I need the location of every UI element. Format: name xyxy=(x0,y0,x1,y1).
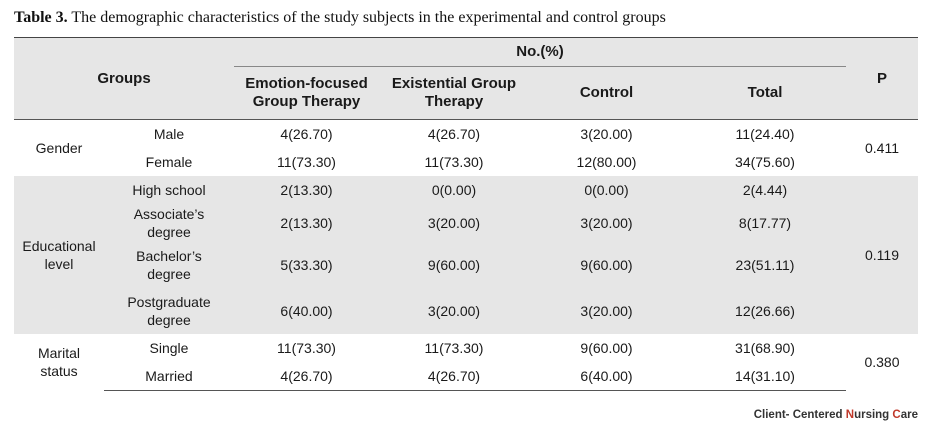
cell-total: 23(51.11) xyxy=(735,257,795,273)
cell-p-gender: 0.411 xyxy=(846,119,918,176)
header-emotion-focused: Emotion-focused Group Therapy xyxy=(234,67,379,120)
cell-efgt: 2(13.30) xyxy=(280,215,333,231)
demographics-table: Groups No.(%) P Emotion-focused Group The… xyxy=(14,37,918,391)
cell-egt: 3(20.00) xyxy=(427,215,481,231)
table-row: Associate’s degree 2(13.30) 3(20.00) 3(20… xyxy=(14,204,918,242)
sub-label: Single xyxy=(149,340,189,356)
footer-part4: C xyxy=(892,409,901,421)
sub-label: Male xyxy=(104,119,234,148)
footer-part5: are xyxy=(900,409,918,421)
table-row: Gender Male 4(26.70) 4(26.70) 3(20.00) 1… xyxy=(14,119,918,176)
cell-control: 3(20.00) xyxy=(529,119,684,148)
header-egt-line2: Therapy xyxy=(424,93,484,110)
header-existential: Existential Group Therapy xyxy=(379,67,529,120)
cell-total: 8(17.77) xyxy=(738,215,792,231)
sub-label: Associate’s degree xyxy=(104,204,234,242)
cell-total: 14(31.10) xyxy=(684,362,846,391)
footer-part2: N xyxy=(845,409,855,421)
group-gender: Gender Male 4(26.70) 4(26.70) 3(20.00) 1… xyxy=(14,119,918,176)
cell-total: 34(75.60) xyxy=(735,154,795,170)
header-efgt-line1: Emotion-focused xyxy=(245,75,368,92)
caption-label: Table 3. xyxy=(14,9,68,26)
education-label-line1: Educational xyxy=(22,238,96,254)
footer-part3: ursing xyxy=(854,409,893,421)
cell-control: 9(60.00) xyxy=(580,257,633,273)
cell-control: 0(0.00) xyxy=(584,182,629,198)
cell-p-education: 0.119 xyxy=(865,247,899,263)
table-row: Female 11(73.30) 11(73.30) 12(80.00) 34(… xyxy=(14,148,918,176)
table-row: Postgraduate degree 6(40.00) 3(20.00) 3(2… xyxy=(14,288,918,334)
group-education: Educational level High school 2(13.30) 0(… xyxy=(14,176,918,334)
table-row: Bachelor’s degree 5(33.30) 9(60.00) 9(60.… xyxy=(14,242,918,288)
caption-text: The demographic characteristics of the s… xyxy=(67,9,666,26)
cell-control: 12(80.00) xyxy=(576,154,637,170)
cell-egt: 3(20.00) xyxy=(427,303,481,319)
education-label-line2: level xyxy=(44,256,74,272)
table-row: Marital status Single 11(73.30) 11(73.30… xyxy=(14,334,918,379)
cell-total: 31(68.90) xyxy=(735,340,795,356)
cell-egt: 9(60.00) xyxy=(427,257,481,273)
cell-control: 3(20.00) xyxy=(580,215,633,231)
sub-label: Postgraduate degree xyxy=(104,288,234,334)
sub-label: Married xyxy=(104,362,234,391)
sub-label-line1: High school xyxy=(132,182,206,198)
header-control: Control xyxy=(579,84,634,101)
cell-efgt: 11(73.30) xyxy=(277,340,336,356)
group-label-education: Educational level xyxy=(14,176,104,334)
header-total: Total xyxy=(747,84,783,101)
cell-egt: 11(73.30) xyxy=(424,340,484,356)
sub-label: Bachelor’s degree xyxy=(104,242,234,288)
cell-total: 12(26.66) xyxy=(735,303,795,319)
table-row: Married 4(26.70) 4(26.70) 6(40.00) 14(31… xyxy=(14,362,918,391)
cell-control: 6(40.00) xyxy=(529,362,684,391)
header-no-pct: No.(%) xyxy=(234,37,846,67)
cell-control: 9(60.00) xyxy=(580,340,633,356)
header-efgt-line2: Group Therapy xyxy=(252,93,361,110)
cell-control: 3(20.00) xyxy=(580,303,633,319)
group-label-gender: Gender xyxy=(14,119,104,176)
footer-part1: Client- Centered xyxy=(753,409,846,421)
sub-label-line1: Bachelor’s xyxy=(136,248,202,264)
sub-label-line2: degree xyxy=(147,224,191,240)
header-groups: Groups xyxy=(97,69,151,87)
header-egt-line1: Existential Group xyxy=(391,75,517,92)
cell-efgt: 11(73.30) xyxy=(277,154,336,170)
cell-efgt: 2(13.30) xyxy=(280,182,333,198)
cell-efgt: 4(26.70) xyxy=(234,362,379,391)
sub-label-line2: degree xyxy=(147,312,191,328)
sub-label-line2: degree xyxy=(147,266,191,282)
cell-efgt: 6(40.00) xyxy=(280,303,333,319)
cell-total: 2(4.44) xyxy=(742,182,788,198)
sub-label-line1: Postgraduate xyxy=(127,294,211,310)
table-caption: Table 3. The demographic characteristics… xyxy=(14,9,914,27)
header-p: P xyxy=(876,69,887,87)
cell-p-marital: 0.380 xyxy=(864,354,900,371)
group-label-marital: Marital status xyxy=(37,345,80,380)
sub-label: High school xyxy=(104,176,234,204)
cell-egt: 4(26.70) xyxy=(379,362,529,391)
cell-egt: 11(73.30) xyxy=(424,154,484,170)
journal-footer: Client- Centered Nursing Care xyxy=(754,409,918,421)
table-row: Educational level High school 2(13.30) 0(… xyxy=(14,176,918,272)
cell-efgt: 4(26.70) xyxy=(234,119,379,148)
sub-label: Female xyxy=(145,154,193,170)
cell-total: 11(24.40) xyxy=(684,119,846,148)
group-marital: Marital status Single 11(73.30) 11(73.30… xyxy=(14,334,918,391)
cell-egt: 0(0.00) xyxy=(431,182,477,198)
sub-label-line1: Associate’s xyxy=(133,206,205,222)
table-header: Groups No.(%) P Emotion-focused Group The… xyxy=(14,37,918,120)
cell-egt: 4(26.70) xyxy=(379,119,529,148)
cell-efgt: 5(33.30) xyxy=(280,257,333,273)
